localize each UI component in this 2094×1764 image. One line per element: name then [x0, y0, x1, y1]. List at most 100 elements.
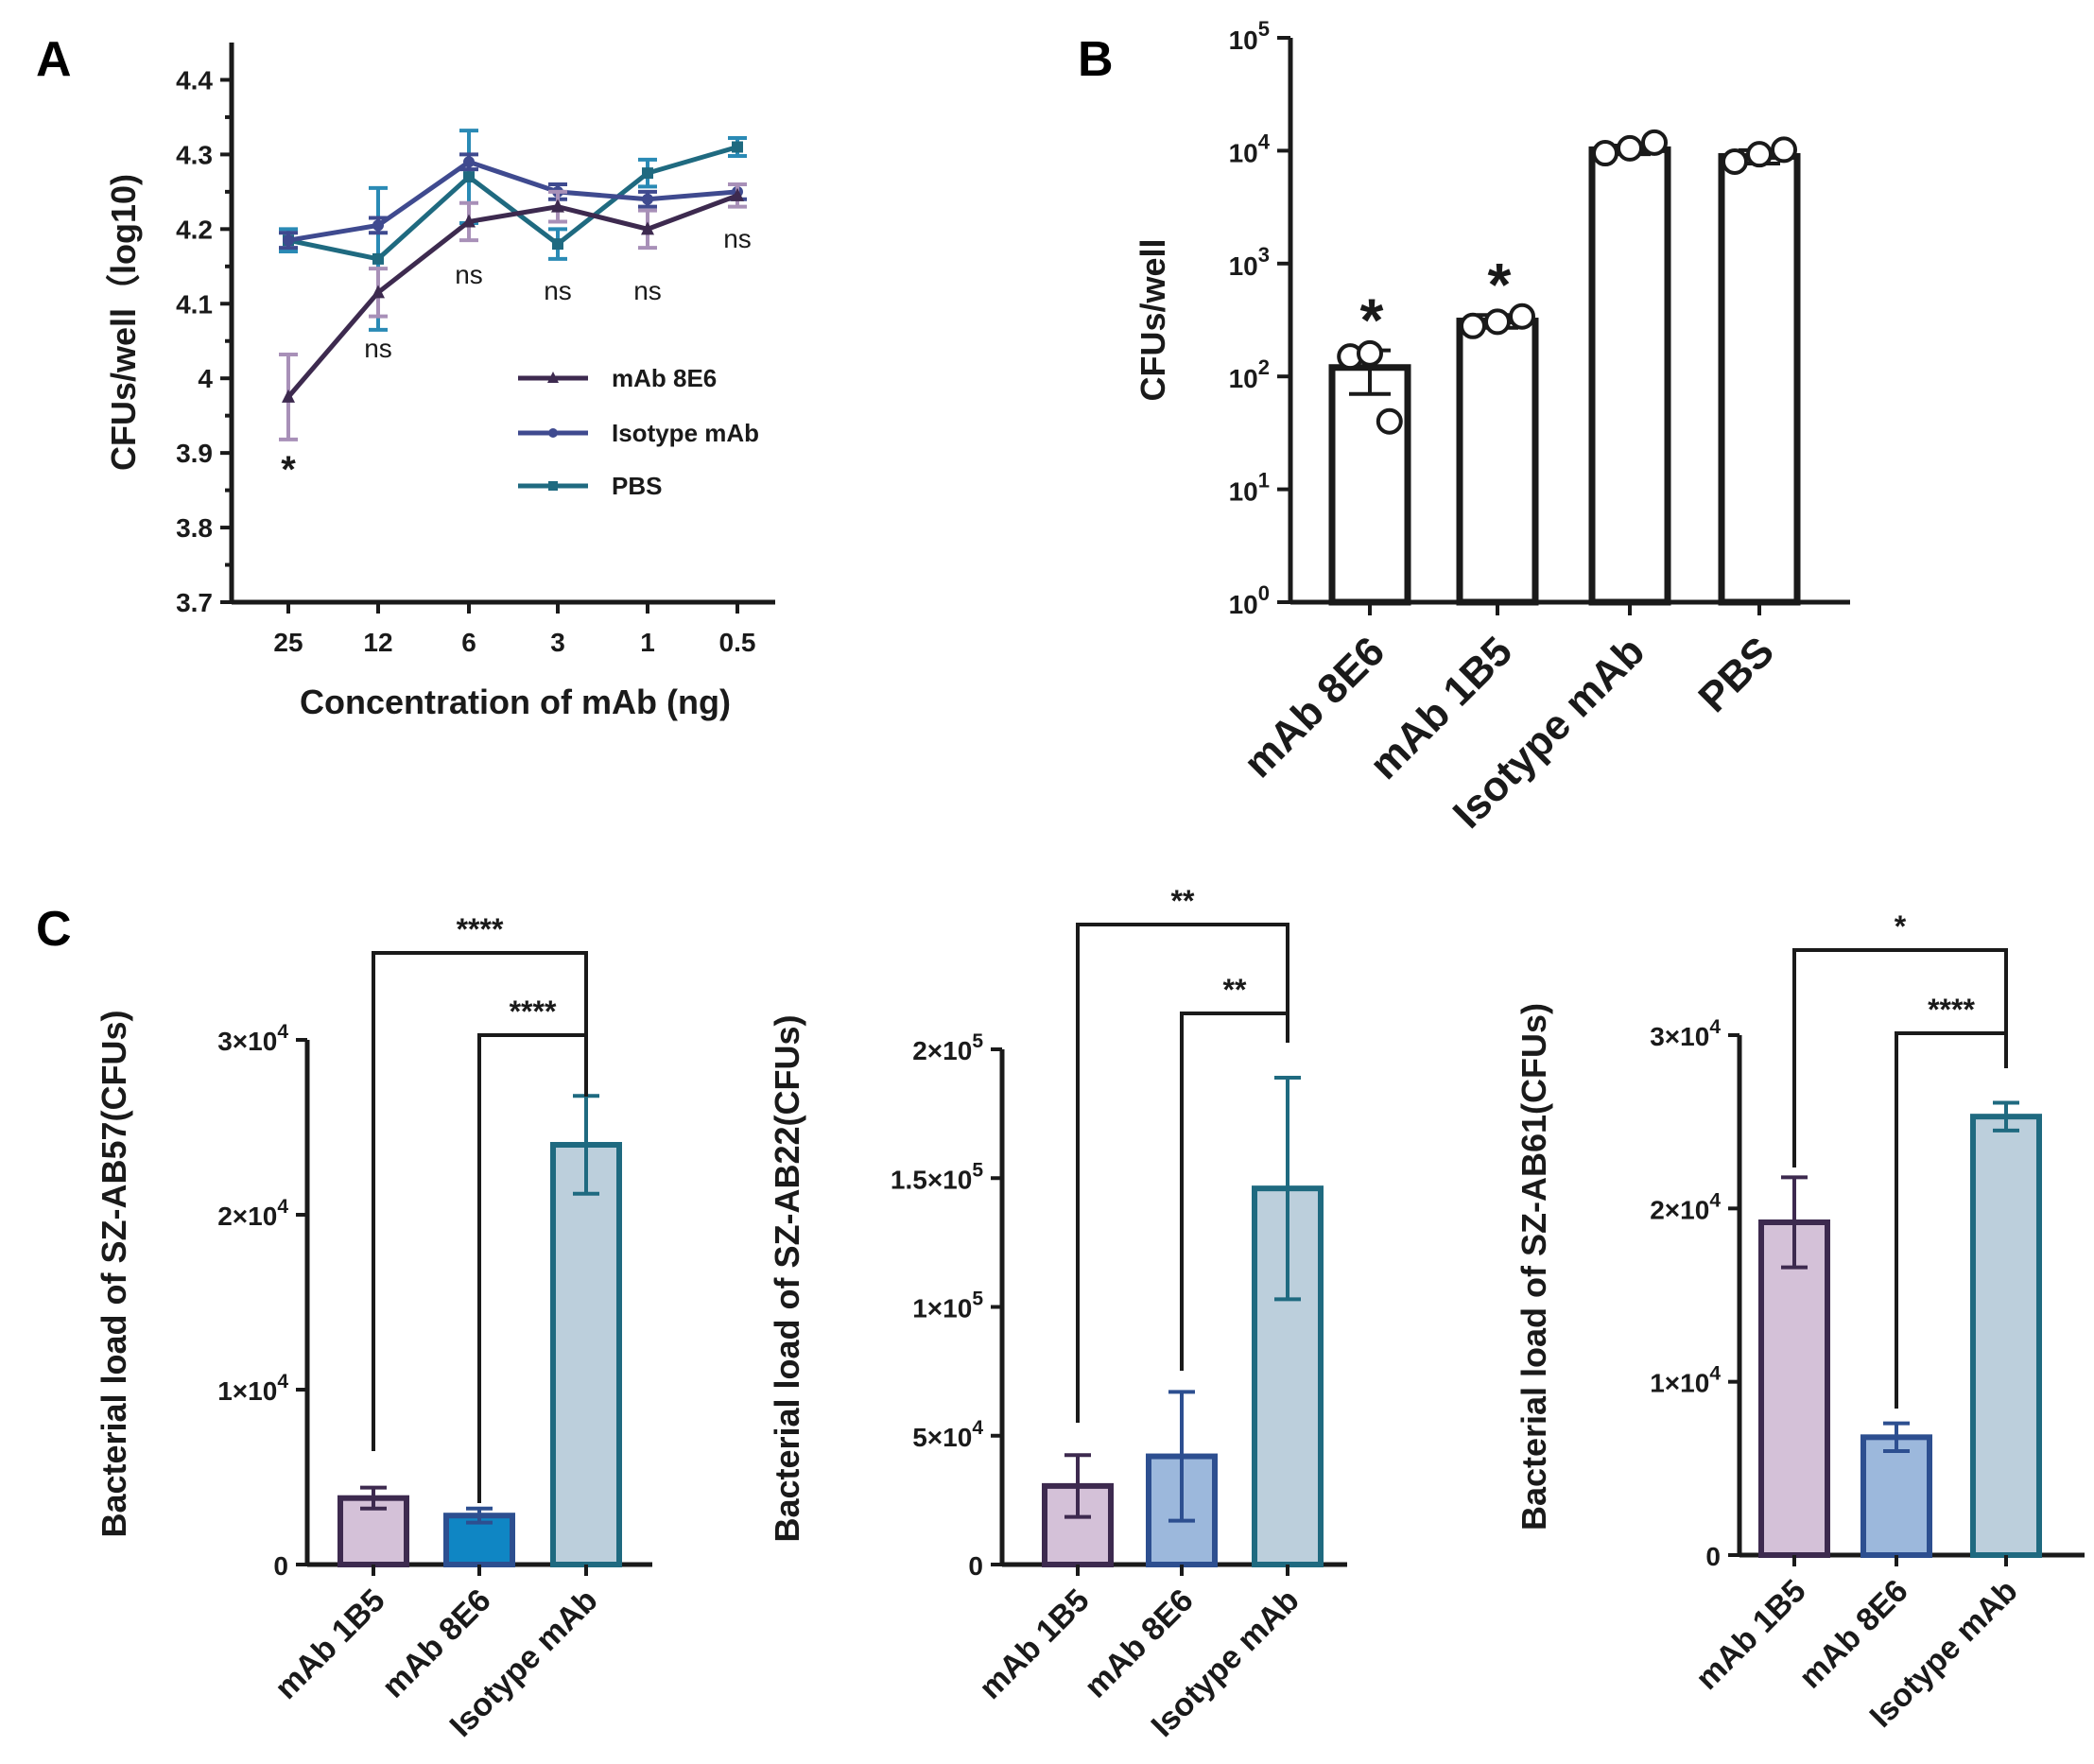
y-tick-label-c2: 1×105: [912, 1288, 983, 1323]
y-tick-base-c2: 2×10: [912, 1036, 972, 1065]
data-point-a: [641, 221, 654, 235]
y-tick-exponent-b: 3: [1258, 243, 1270, 267]
bar-b: [1588, 146, 1671, 606]
y-tick-base-c2: 0: [968, 1551, 983, 1581]
comparison-bracket-c2: [1180, 1012, 1289, 1371]
significance-label-a: ns: [723, 224, 752, 253]
significance-label-c3: ****: [1928, 993, 1975, 1027]
y-tick-base-c1: 2×10: [217, 1202, 277, 1231]
data-point-b: [1617, 134, 1643, 162]
y-tick-label-c2: 0: [968, 1551, 983, 1581]
y-axis-title-c3: Bacterial load of SZ-AB61(CFUs): [1514, 1003, 1553, 1531]
y-axis-title-c1: Bacterial load of SZ-AB57(CFUs): [95, 1010, 133, 1537]
bar-c1: [550, 1142, 622, 1567]
x-tick-label-a: 6: [461, 628, 476, 657]
data-point-b: [1376, 407, 1403, 435]
data-point-b: [1746, 141, 1773, 168]
data-point-a: [552, 238, 563, 251]
y-tick-base-c2: 5×10: [912, 1423, 972, 1452]
y-tick-label-a: 3.8: [176, 513, 213, 543]
data-point-a: [551, 199, 564, 213]
y-tick-label-c3: 0: [1705, 1542, 1721, 1571]
comparison-bracket-c2: [1076, 923, 1289, 1423]
legend-label-a: PBS: [612, 472, 662, 500]
y-tick-exponent-c2: 4: [972, 1417, 983, 1439]
bar-b: [1456, 318, 1539, 606]
panel-letter-b: B: [1078, 32, 1114, 87]
y-tick-label-a: 4.4: [176, 65, 213, 95]
y-tick-label-c2: 1.5×105: [891, 1159, 983, 1194]
y-tick-label-b: 101: [1229, 469, 1270, 507]
y-tick-label-b: 105: [1229, 17, 1270, 55]
data-point-b: [1484, 308, 1511, 336]
y-tick-label-a: 3.9: [176, 439, 213, 468]
bar-c3: [1758, 1219, 1830, 1558]
series-line-a: [287, 145, 738, 262]
chart-a: 3.7 3.8 3.9 4 4.1 4.2 4.3 4.4 25 12 6 3 1 0.5 Concentr…: [104, 43, 775, 721]
x-tick-label-c3: mAb 1B5: [1689, 1573, 1813, 1697]
y-tick-label-c2: 5×104: [912, 1417, 983, 1452]
y-tick-label-b: 104: [1229, 130, 1271, 167]
significance-label-c1: ****: [510, 994, 557, 1029]
bar-b: [1328, 364, 1411, 606]
y-tick-base-c3: 3×10: [1650, 1022, 1709, 1051]
y-tick-base-b: 10: [1229, 590, 1258, 619]
y-tick-label-a: 3.7: [176, 588, 213, 617]
legend-marker-a: [548, 481, 558, 491]
x-tick-label-c1: mAb 1B5: [268, 1582, 392, 1706]
y-tick-base-b: 10: [1229, 364, 1258, 393]
y-tick-exponent-c2: 5: [972, 1159, 983, 1181]
bar-b: [1718, 152, 1801, 606]
comparison-bracket-c1: [477, 1033, 588, 1503]
data-point-b: [1357, 339, 1383, 367]
data-point-b: [1722, 147, 1748, 175]
data-point-a: [463, 171, 475, 183]
y-tick-exponent-b: 2: [1258, 355, 1270, 379]
y-tick-exponent-b: 0: [1258, 581, 1270, 605]
x-tick-label-a: 0.5: [719, 628, 756, 657]
significance-label-a: ns: [544, 276, 572, 305]
y-tick-base-c3: 2×10: [1650, 1195, 1709, 1224]
y-axis-title-a: CFUs/well（log10): [104, 174, 143, 471]
y-tick-exponent-c2: 5: [972, 1288, 983, 1310]
legend-marker-a: [547, 372, 559, 383]
y-tick-label-a: 4.1: [176, 289, 213, 319]
y-tick-exponent-c3: 4: [1709, 1189, 1721, 1211]
significance-label-a: ns: [455, 260, 483, 289]
y-tick-base-c1: 3×10: [217, 1027, 277, 1056]
y-tick-base-b: 10: [1229, 477, 1258, 507]
data-point-a: [463, 156, 475, 168]
data-point-a: [282, 389, 295, 403]
y-tick-base-c1: 1×10: [217, 1376, 277, 1406]
y-tick-exponent-c3: 4: [1709, 1016, 1721, 1038]
y-tick-base-c3: 0: [1705, 1542, 1721, 1571]
data-point-b: [1509, 303, 1535, 330]
y-tick-exponent-c1: 4: [277, 1371, 288, 1392]
y-tick-base-c3: 1×10: [1650, 1369, 1709, 1398]
x-tick-label-a: 12: [363, 628, 392, 657]
data-point-a: [283, 234, 294, 247]
data-point-a: [642, 167, 653, 180]
data-point-a: [731, 187, 744, 201]
y-tick-base-c2: 1.5×10: [891, 1165, 972, 1194]
y-tick-label-a: 4.2: [176, 215, 213, 244]
y-tick-exponent-b: 1: [1258, 469, 1270, 493]
y-tick-base-c2: 1×10: [912, 1294, 972, 1323]
data-point-a: [372, 252, 384, 265]
y-tick-base-b: 10: [1229, 26, 1258, 55]
y-tick-exponent-b: 4: [1258, 130, 1271, 153]
y-axis-title-b: CFUs/well: [1134, 238, 1172, 401]
bar-c3: [1970, 1114, 2042, 1558]
y-tick-label-c2: 2×105: [912, 1030, 983, 1065]
significance-label-a: ns: [364, 334, 392, 363]
y-tick-base-b: 10: [1229, 251, 1258, 281]
data-point-b: [1460, 312, 1486, 339]
y-tick-exponent-c2: 5: [972, 1030, 983, 1052]
significance-label-c3: *: [1895, 909, 1907, 943]
y-tick-label-c1: 0: [273, 1551, 288, 1581]
y-tick-label-a: 4: [198, 364, 213, 393]
